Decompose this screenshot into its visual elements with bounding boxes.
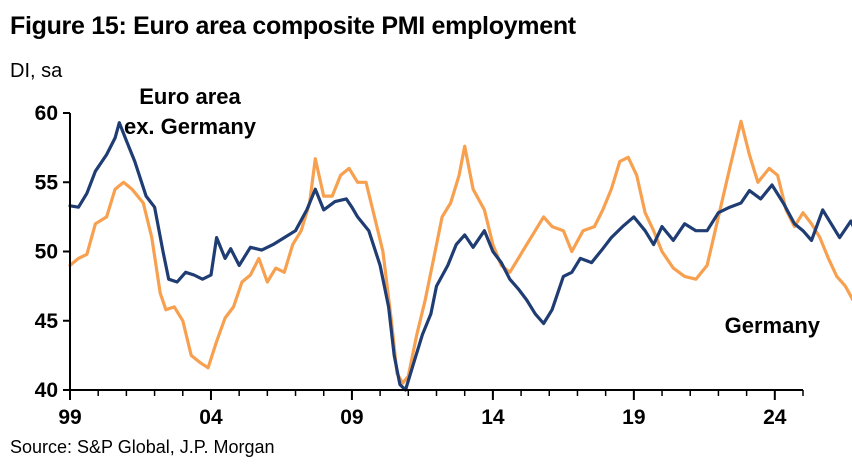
x-tick-label: 99 xyxy=(58,406,81,429)
x-tick-label: 24 xyxy=(763,406,787,429)
x-tick-label: 19 xyxy=(622,406,645,429)
series-line-germany xyxy=(68,119,852,385)
y-tick-label: 50 xyxy=(35,241,58,264)
x-tick-label: 14 xyxy=(481,406,505,429)
series-label: Germany xyxy=(725,313,821,338)
y-tick-label: 60 xyxy=(35,102,58,125)
chart-title: Figure 15: Euro area composite PMI emplo… xyxy=(10,12,576,40)
series-line-euro-area-ex-germany xyxy=(68,121,852,392)
x-tick-label: 09 xyxy=(340,406,363,429)
series-label: ex. Germany xyxy=(124,114,257,139)
chart-subtitle: DI, sa xyxy=(10,60,63,82)
y-tick-label: 55 xyxy=(35,171,59,194)
y-tick-label: 45 xyxy=(35,310,59,333)
y-tick-label: 40 xyxy=(35,379,58,402)
series-label: Euro area xyxy=(139,84,241,109)
x-tick-label: 04 xyxy=(199,406,223,429)
source-note: Source: S&P Global, J.P. Morgan xyxy=(10,437,275,457)
